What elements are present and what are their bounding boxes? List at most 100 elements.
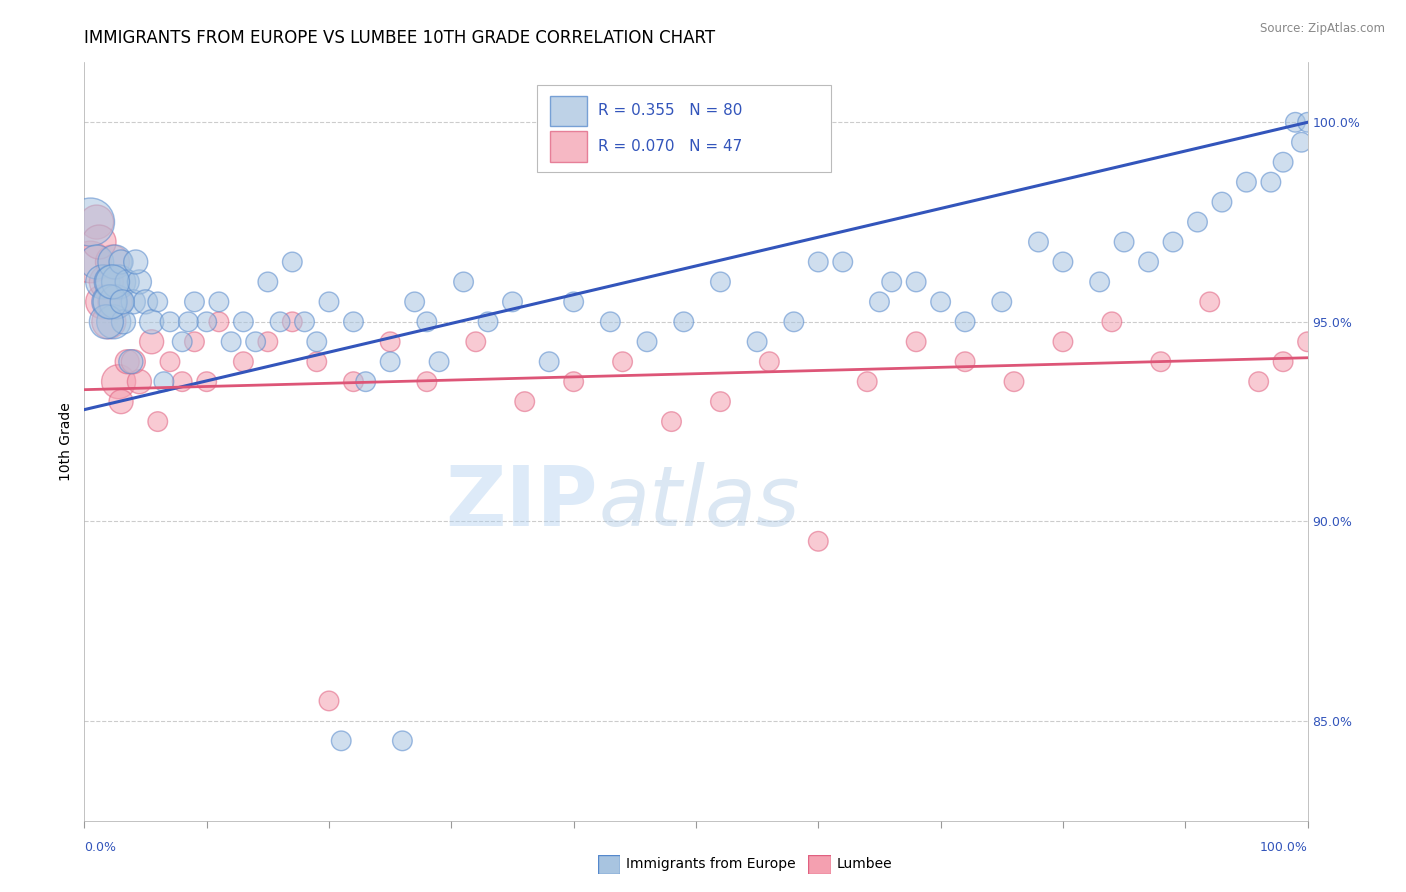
Point	[1247, 375, 1270, 389]
Point	[219, 334, 242, 349]
Point	[269, 315, 291, 329]
Point	[128, 375, 150, 389]
Point	[1291, 135, 1313, 149]
Point	[929, 294, 952, 309]
Point	[141, 315, 163, 329]
Point	[1088, 275, 1111, 289]
Point	[183, 294, 205, 309]
Point	[245, 334, 267, 349]
Point	[869, 294, 891, 309]
Point	[195, 375, 218, 389]
Point	[1028, 235, 1050, 249]
Point	[599, 315, 621, 329]
Point	[1002, 375, 1025, 389]
Text: Lumbee: Lumbee	[837, 857, 893, 871]
Text: 100.0%: 100.0%	[1260, 841, 1308, 854]
Point	[305, 355, 328, 369]
Point	[1052, 334, 1074, 349]
Point	[232, 355, 254, 369]
Point	[427, 355, 450, 369]
Point	[783, 315, 806, 329]
Point	[110, 394, 132, 409]
Point	[208, 294, 231, 309]
Text: R = 0.070   N = 47: R = 0.070 N = 47	[598, 139, 742, 154]
Point	[709, 394, 731, 409]
Point	[1137, 255, 1160, 269]
Point	[172, 334, 194, 349]
Point	[342, 315, 364, 329]
Point	[905, 275, 928, 289]
Text: ZIP: ZIP	[446, 462, 598, 542]
Point	[1150, 355, 1173, 369]
Point	[661, 415, 683, 429]
Text: IMMIGRANTS FROM EUROPE VS LUMBEE 10TH GRADE CORRELATION CHART: IMMIGRANTS FROM EUROPE VS LUMBEE 10TH GR…	[84, 29, 716, 47]
Point	[86, 255, 108, 269]
Point	[232, 315, 254, 329]
Point	[281, 315, 304, 329]
Point	[79, 215, 101, 229]
Text: Immigrants from Europe: Immigrants from Europe	[626, 857, 796, 871]
Text: Source: ZipAtlas.com: Source: ZipAtlas.com	[1260, 22, 1385, 36]
Point	[416, 315, 439, 329]
Text: R = 0.355   N = 80: R = 0.355 N = 80	[598, 103, 742, 119]
Point	[1284, 115, 1306, 129]
Point	[305, 334, 328, 349]
Text: 0.0%: 0.0%	[84, 841, 117, 854]
Y-axis label: 10th Grade: 10th Grade	[59, 402, 73, 481]
Point	[1296, 334, 1319, 349]
Point	[111, 294, 134, 309]
Point	[1114, 235, 1136, 249]
Point	[257, 334, 280, 349]
Point	[281, 255, 304, 269]
Point	[96, 275, 118, 289]
Point	[120, 355, 142, 369]
Point	[159, 315, 181, 329]
Point	[159, 355, 181, 369]
Point	[453, 275, 475, 289]
Point	[318, 294, 340, 309]
Point	[86, 215, 108, 229]
Point	[104, 294, 127, 309]
Point	[856, 375, 879, 389]
Point	[135, 294, 157, 309]
Point	[146, 415, 169, 429]
Point	[330, 734, 353, 748]
Point	[538, 355, 561, 369]
Point	[101, 275, 124, 289]
Point	[709, 275, 731, 289]
Point	[98, 294, 121, 309]
Point	[1161, 235, 1184, 249]
Point	[107, 275, 129, 289]
Point	[953, 355, 976, 369]
Point	[87, 235, 110, 249]
Point	[562, 294, 585, 309]
Point	[105, 294, 128, 309]
Point	[100, 275, 122, 289]
Point	[416, 375, 439, 389]
Point	[758, 355, 780, 369]
Point	[122, 355, 145, 369]
Point	[101, 255, 124, 269]
Point	[1296, 115, 1319, 129]
Point	[183, 334, 205, 349]
Point	[404, 294, 426, 309]
Point	[672, 315, 695, 329]
Point	[1211, 195, 1233, 210]
Point	[107, 375, 129, 389]
Point	[831, 255, 853, 269]
Point	[513, 394, 536, 409]
Point	[104, 255, 127, 269]
Point	[391, 734, 413, 748]
Point	[354, 375, 377, 389]
Point	[153, 375, 176, 389]
Point	[208, 315, 231, 329]
Point	[257, 275, 280, 289]
Point	[79, 255, 101, 269]
Point	[96, 315, 118, 329]
Point	[112, 315, 135, 329]
Point	[1260, 175, 1282, 189]
Point	[1187, 215, 1209, 229]
Point	[477, 315, 499, 329]
FancyBboxPatch shape	[537, 85, 831, 172]
Point	[953, 315, 976, 329]
